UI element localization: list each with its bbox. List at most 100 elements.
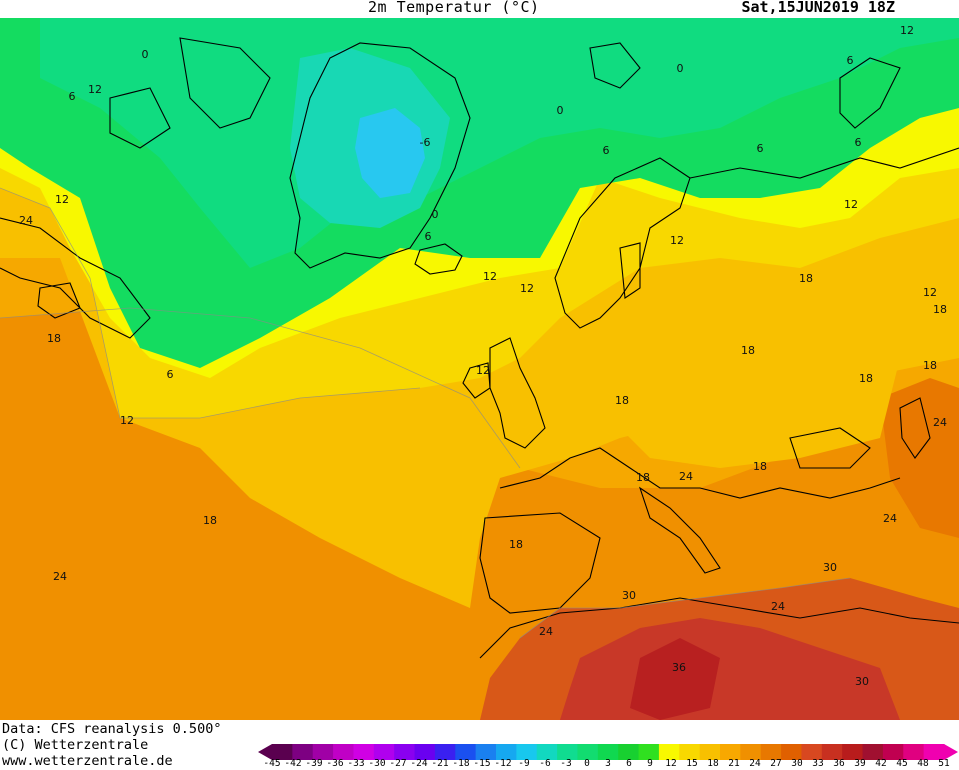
colorbar-tick-label: 0	[584, 758, 590, 769]
temperature-map: 0 6 12 -6 0 6 12 24 18 12 6 12 18 24 12 12 6 0 0 6 6 6 12 12 12 1…	[0, 18, 959, 720]
colorbar-swatch	[862, 744, 884, 760]
label-0-svalbard: 0	[677, 62, 684, 75]
label-12-labrador: 12	[88, 83, 102, 96]
colorbar-swatch	[781, 744, 802, 760]
colorbar-tick-label: -24	[410, 758, 428, 769]
colorbar-swatch	[801, 744, 823, 760]
colorbar-swatch	[577, 744, 599, 760]
label-12-siberia: 12	[900, 24, 914, 37]
label-18-atlantic-mid: 18	[203, 514, 217, 527]
colorbar-tick-label: 51	[938, 758, 950, 769]
colorbar-tick-label: 36	[833, 758, 845, 769]
field-18-europe	[590, 288, 900, 468]
colorbar-swatch	[333, 744, 354, 760]
contour-lines	[0, 187, 851, 639]
colorbar-swatch	[455, 744, 477, 760]
label-18-iberia: 18	[509, 538, 523, 551]
label-18-urals: 18	[933, 303, 947, 316]
label-minus6-greenland: -6	[420, 136, 431, 149]
label-24-atlantic-southwest: 24	[53, 570, 67, 583]
colorbar-tick-label: 48	[917, 758, 929, 769]
colorbar-tick-label: 39	[854, 758, 866, 769]
colorbar-swatch	[434, 744, 456, 760]
label-0-greenland-south: 0	[432, 208, 439, 221]
colorbar-swatch	[394, 744, 416, 760]
colorbar-min-arrow	[258, 744, 272, 760]
colorbar-tick-label: 9	[647, 758, 653, 769]
label-6-barents: 6	[757, 142, 764, 155]
label-18-russia-east: 18	[859, 372, 873, 385]
colorbar-tick-label: -42	[284, 758, 302, 769]
colorbar-tick-label: -33	[347, 758, 365, 769]
field-27-east	[880, 378, 959, 538]
colorbar-tick-label: -36	[326, 758, 344, 769]
colorbar-swatch	[679, 744, 701, 760]
website-link[interactable]: www.wetterzentrale.de	[2, 753, 173, 769]
colorbar-tick-label: 30	[791, 758, 803, 769]
label-12-newfoundland: 12	[55, 193, 69, 206]
colorbar-swatch	[557, 744, 578, 760]
colorbar-tick-label: -39	[305, 758, 323, 769]
colorbar-swatch	[923, 744, 945, 760]
label-18-ukraine: 18	[741, 344, 755, 357]
label-12-atlantic-south: 12	[120, 414, 134, 427]
colorbar-swatch	[536, 744, 558, 760]
field-3	[40, 18, 959, 268]
color-scale-ticks: -45 -42 -39 -36 -33 -30 -27 -24 -21 -18 -15 -12 -9 -6…	[258, 758, 958, 770]
label-6-atlantic: 6	[167, 368, 174, 381]
label-6-labrador: 6	[69, 90, 76, 103]
colorbar-swatch	[842, 744, 864, 760]
colorbar-max-arrow	[944, 744, 958, 760]
colorbar-tick-label: -9	[518, 758, 530, 769]
colorbar-tick-label: 45	[896, 758, 908, 769]
label-24-kazakhstan: 24	[933, 416, 947, 429]
label-6-kara-north: 6	[855, 136, 862, 149]
label-18-central-europe: 18	[615, 394, 629, 407]
label-18-turkey: 18	[636, 471, 650, 484]
label-24-turkey-east: 24	[883, 512, 897, 525]
label-12-norway: 12	[520, 282, 534, 295]
colorbar-tick-label: 15	[686, 758, 698, 769]
map-title: 2m Temperatur (°C)	[368, 0, 540, 16]
label-18-atlantic-west: 18	[47, 332, 61, 345]
label-24-morocco: 24	[539, 625, 553, 638]
colorbar-tick-label: -30	[368, 758, 386, 769]
colorbar-swatch	[353, 744, 375, 760]
colorbar-swatch	[720, 744, 741, 760]
colorbar-swatch	[740, 744, 762, 760]
data-source-text: Data: CFS reanalysis 0.500°	[2, 721, 222, 737]
colorbar-tick-label: 33	[812, 758, 824, 769]
label-12-urals: 12	[923, 286, 937, 299]
contour-labels: 0612-60612241812612182412126006661212121…	[19, 24, 947, 688]
label-36-sahara: 36	[672, 661, 686, 674]
colorbar-swatch	[618, 744, 640, 760]
colorbar-tick-label: -6	[539, 758, 551, 769]
field-minus6	[355, 108, 425, 198]
label-24-canada: 24	[19, 214, 33, 227]
map-header: 2m Temperatur (°C) Sat,15JUN2019 18Z	[0, 0, 959, 18]
label-0-greenland-west: 0	[142, 48, 149, 61]
colorbar-tick-label: 24	[749, 758, 761, 769]
colorbar-tick-label: -12	[494, 758, 512, 769]
colorbar-tick-label: 6	[626, 758, 632, 769]
colorbar-tick-label: 42	[875, 758, 887, 769]
label-12-finland: 12	[670, 234, 684, 247]
colorbar-swatch	[882, 744, 904, 760]
color-scale-bar	[258, 744, 958, 760]
label-30-sahara-east: 30	[855, 675, 869, 688]
label-0-svalbard-west: 0	[557, 104, 564, 117]
label-6-iceland: 6	[425, 230, 432, 243]
label-18-alps: 18	[753, 460, 767, 473]
label-6-kara: 6	[847, 54, 854, 67]
coastlines	[0, 37, 959, 659]
colorbar-swatch	[638, 744, 660, 760]
colorbar-tick-label: 3	[605, 758, 611, 769]
colorbar-swatch	[821, 744, 843, 760]
label-12-atlantic: 12	[483, 270, 497, 283]
label-24-libya: 24	[771, 600, 785, 613]
colorbar-tick-label: 27	[770, 758, 782, 769]
colorbar-swatch	[373, 744, 395, 760]
label-18-caspian: 18	[923, 359, 937, 372]
copyright-text: (C) Wetterzentrale	[2, 737, 149, 753]
label-18-russia: 18	[799, 272, 813, 285]
